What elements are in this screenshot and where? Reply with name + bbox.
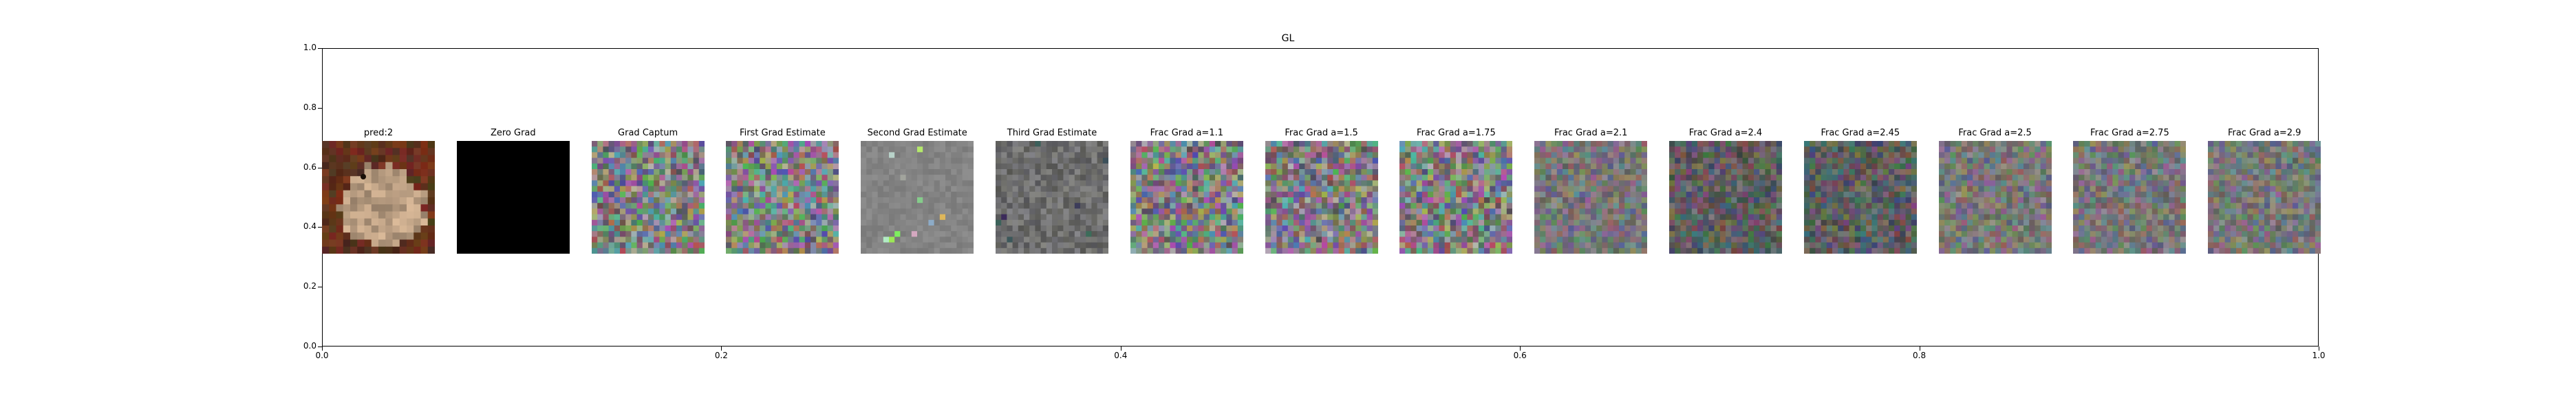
panel-image [591,141,705,254]
y-tick-label: 0.0 [303,341,316,351]
panel-image [1534,141,1648,254]
panel-title: Frac Grad a=1.5 [1285,128,1358,138]
panel-title: Frac Grad a=2.1 [1554,128,1628,138]
y-tick-mark [318,346,322,347]
panel-image [456,141,570,254]
x-tick-mark [721,346,722,351]
panel-title: Frac Grad a=1.75 [1417,128,1496,138]
panel-image [2073,141,2187,254]
panel-title: Third Grad Estimate [1007,128,1097,138]
x-tick-label: 0.0 [315,351,329,360]
panel-image [1265,141,1378,254]
y-tick-mark [318,107,322,109]
panel-image [1399,141,1513,254]
panel-title: pred:2 [363,128,394,138]
y-tick-label: 0.6 [303,162,316,172]
panel-image [2208,141,2321,254]
panel-title: Frac Grad a=1.1 [1150,128,1224,138]
x-tick-mark [1520,346,1521,351]
panel-image [322,141,435,254]
figure-title: GL [1281,33,1295,44]
y-tick-label: 1.0 [303,43,316,52]
panel-title: Second Grad Estimate [867,128,967,138]
panel-image [861,141,974,254]
panel-title: Frac Grad a=2.45 [1821,128,1900,138]
panel-title: First Grad Estimate [740,128,826,138]
panel-title: Frac Grad a=2.9 [2227,128,2301,138]
x-tick-label: 0.6 [1513,351,1527,360]
x-tick-label: 0.8 [1913,351,1926,360]
x-tick-label: 0.4 [1114,351,1128,360]
y-tick-mark [318,48,322,49]
panel-title: Frac Grad a=2.4 [1688,128,1763,138]
panel-image [1938,141,2052,254]
panel-title: Frac Grad a=2.75 [2090,128,2169,138]
x-tick-mark [322,346,323,351]
y-tick-label: 0.4 [303,221,316,232]
panel-title: Frac Grad a=2.5 [1958,128,2032,138]
panel-image [1803,141,1917,254]
panel-image [996,141,1108,254]
y-tick-label: 0.2 [303,281,316,292]
panel-title: Zero Grad [490,128,536,138]
x-tick-label: 0.2 [714,351,728,360]
panel-title: Grad Captum [618,128,678,138]
x-tick-label: 1.0 [2312,351,2326,360]
y-tick-label: 0.8 [303,102,316,112]
panel-image [1130,141,1243,254]
panel-image [1669,141,1782,254]
y-tick-mark [318,227,322,228]
panel-image [726,141,839,254]
